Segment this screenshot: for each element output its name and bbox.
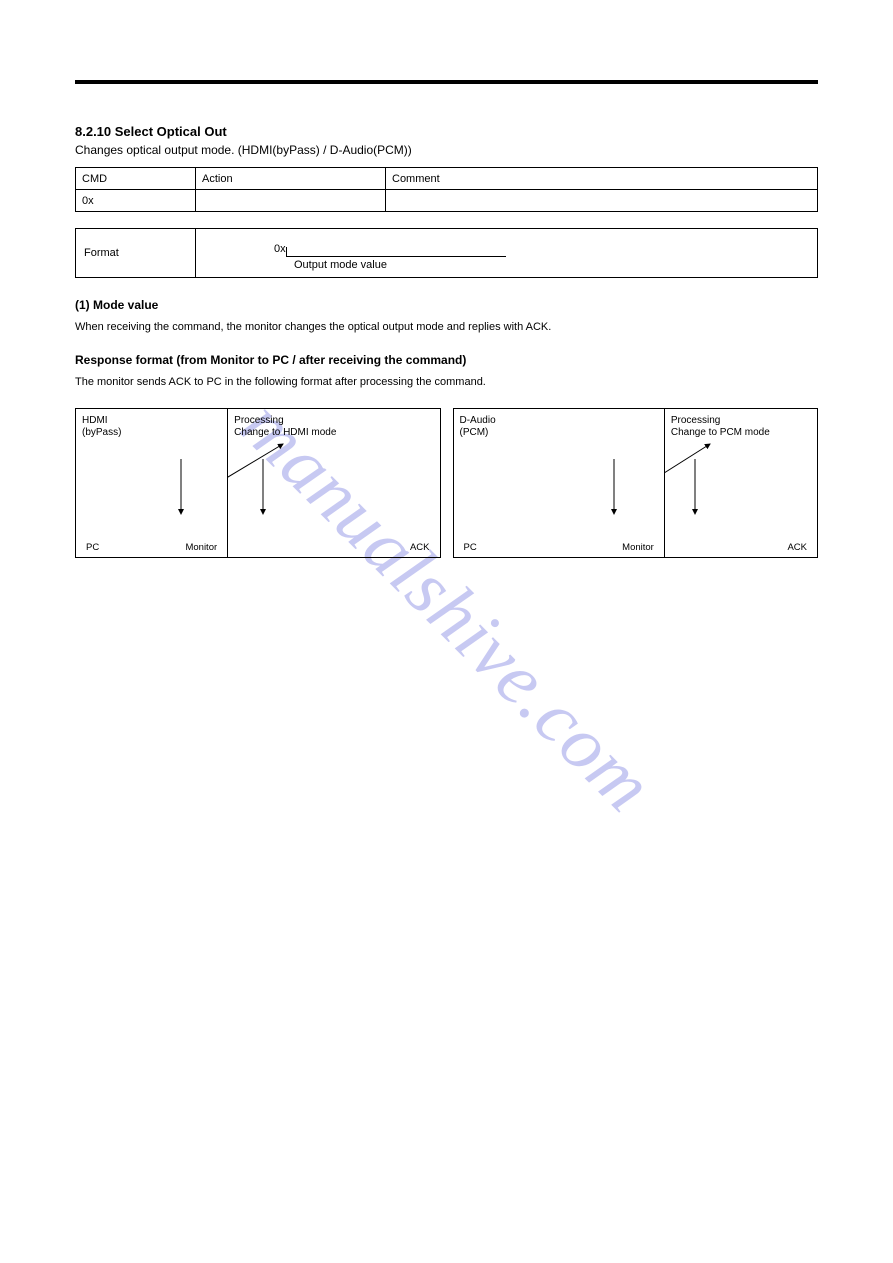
section-title: 8.2.10 Select Optical Out bbox=[75, 124, 818, 139]
cmd-value: 0x bbox=[76, 190, 196, 212]
para1-title: (1) Mode value bbox=[75, 298, 818, 312]
format-underline bbox=[286, 247, 506, 257]
panel2-arrows bbox=[228, 409, 443, 559]
table-row: 0x bbox=[76, 190, 818, 212]
panel4-br: ACK bbox=[787, 542, 807, 553]
panel1-bl: PC bbox=[86, 542, 99, 553]
format-cell: 0x Output mode value bbox=[196, 229, 818, 278]
panel-1: HDMI (byPass) PC Monitor bbox=[75, 408, 228, 558]
panel3-br: Monitor bbox=[622, 542, 654, 553]
panel-2: Processing Change to HDMI mode ACK bbox=[228, 408, 440, 558]
panel-row: HDMI (byPass) PC Monitor Processing Chan… bbox=[75, 408, 818, 558]
panel4-arrows bbox=[665, 409, 820, 559]
panel1-br: Monitor bbox=[185, 542, 217, 553]
header-rule bbox=[75, 80, 818, 84]
cmd-header: CMD bbox=[76, 168, 196, 190]
format-desc: Output mode value bbox=[294, 259, 809, 271]
panel1-arrows bbox=[76, 409, 231, 559]
format-label: Format bbox=[76, 229, 196, 278]
command-table: CMD Action Comment 0x bbox=[75, 167, 818, 212]
action-value bbox=[196, 190, 386, 212]
panel-3: D-Audio (PCM) PC Monitor bbox=[453, 408, 665, 558]
page-content: 8.2.10 Select Optical Out Changes optica… bbox=[0, 0, 893, 598]
table-row: Format 0x Output mode value bbox=[76, 229, 818, 278]
table-row: CMD Action Comment bbox=[76, 168, 818, 190]
panel3-arrows bbox=[454, 409, 669, 559]
para1-text: When receiving the command, the monitor … bbox=[75, 320, 818, 335]
panel-4: Processing Change to PCM mode ACK bbox=[665, 408, 818, 558]
comment-header: Comment bbox=[386, 168, 818, 190]
para2-title: Response format (from Monitor to PC / af… bbox=[75, 353, 818, 367]
panel2-br: ACK bbox=[410, 542, 430, 553]
format-table: Format 0x Output mode value bbox=[75, 228, 818, 278]
panel3-bl: PC bbox=[464, 542, 477, 553]
format-code: 0x bbox=[274, 243, 286, 255]
action-header: Action bbox=[196, 168, 386, 190]
para2-text: The monitor sends ACK to PC in the follo… bbox=[75, 375, 818, 390]
section-description: Changes optical output mode. (HDMI(byPas… bbox=[75, 143, 818, 157]
comment-value bbox=[386, 190, 818, 212]
